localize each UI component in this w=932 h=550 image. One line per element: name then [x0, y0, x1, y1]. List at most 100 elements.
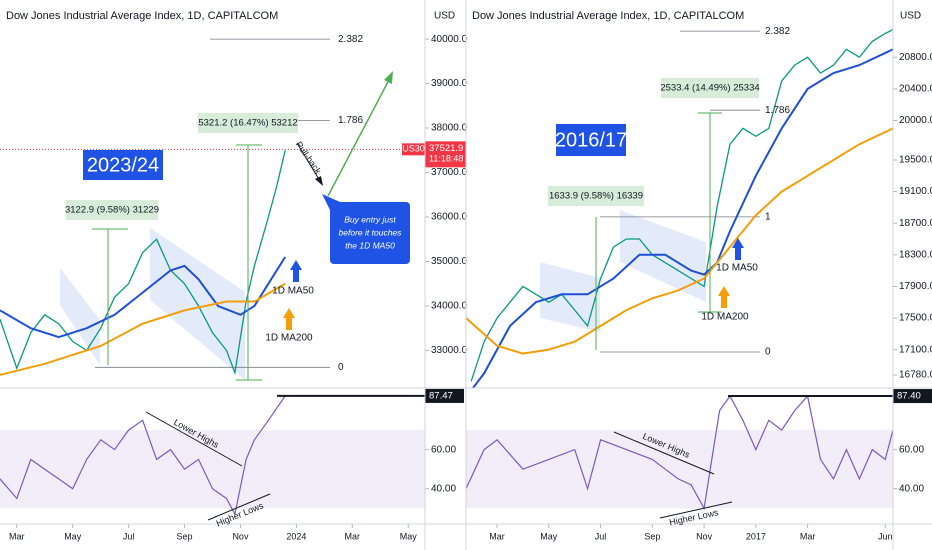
rsi-band [0, 430, 425, 509]
ma-line [0, 282, 286, 376]
x-tick-label: Mar [345, 531, 361, 541]
chart-title: Dow Jones Industrial Average Index, 1D, … [472, 10, 744, 22]
arrow-head [315, 176, 323, 186]
fib-label: 1 [765, 212, 771, 223]
y-tick-label: 17500.0 [899, 313, 932, 324]
trendline [613, 431, 715, 475]
callout-line: Buy entry just [344, 214, 396, 224]
y-tick-label: 19100.0 [899, 186, 932, 197]
rsi-line [0, 395, 286, 516]
rsi-pane [0, 395, 425, 516]
rsi-tick-label: 40.00 [431, 483, 456, 494]
ma-line [466, 127, 893, 355]
y-tick-label: 17100.0 [899, 344, 932, 355]
ma50-arrow [732, 238, 744, 260]
period-box [556, 124, 626, 156]
price-label: 37521.9 [429, 143, 463, 154]
x-tick-label: Jul [123, 531, 135, 541]
callout-line: the 1D MA50 [345, 240, 395, 250]
measure-box [548, 186, 644, 206]
period-label: 2016/17 [555, 129, 627, 151]
pullback-label: Pull-back [294, 140, 324, 176]
y-tick-label: 33000.0 [431, 345, 468, 356]
x-tick-label: May [64, 531, 82, 541]
flag-channel [540, 262, 600, 332]
x-tick-label: Jul [595, 531, 607, 541]
symbol-label: US30 [402, 144, 425, 154]
period-label: 2023/24 [87, 154, 159, 176]
callout-pointer [322, 194, 340, 210]
y-tick-label: 20400.0 [899, 83, 932, 94]
y-tick-label: 18700.0 [899, 218, 932, 229]
y-tick-label: 17900.0 [899, 281, 932, 292]
ma-line [0, 256, 287, 339]
x-tick-label: May [540, 531, 558, 541]
price-pane [0, 38, 330, 376]
pullback-arrow [296, 142, 321, 182]
y-tick-label: 16780.0 [899, 370, 932, 381]
ma50-label: 1D MA50 [272, 286, 314, 297]
x-tick-label: 2017 [746, 531, 766, 541]
ma200-label: 1D MA200 [701, 312, 749, 323]
rsi-pane [466, 394, 893, 511]
fib-label: 1.786 [338, 115, 363, 126]
y-tick-label: 34000.0 [431, 301, 468, 312]
rsi-level-box [893, 389, 932, 404]
rsi-band [466, 430, 893, 509]
x-tick-label: Mar [489, 531, 505, 541]
fib-label: 0 [338, 362, 344, 373]
chart-title: Dow Jones Industrial Average Index, 1D, … [6, 10, 278, 22]
rsi-tick-label: 60.00 [899, 444, 924, 455]
y-tick-label: 20800.0 [899, 52, 932, 63]
x-tick-label: Mar [9, 531, 25, 541]
y-tick-label: 40000.0 [431, 34, 468, 45]
trendline [145, 411, 243, 467]
currency: USD [434, 11, 455, 22]
measure-arrows [92, 112, 722, 381]
ma50-arrow [290, 260, 302, 282]
x-tick-label: Mar [800, 531, 816, 541]
measure-box [66, 200, 158, 220]
trendline [207, 493, 271, 521]
x-tick-label: May [400, 531, 418, 541]
fib-label: 2.382 [338, 34, 363, 45]
y-tick-label: 18300.0 [899, 249, 932, 260]
x-tick-label: 2024 [286, 531, 306, 541]
y-tick-label: 38000.0 [431, 123, 468, 134]
rsi-level-label: 87.47 [429, 390, 453, 401]
x-tick-label: Jun [878, 531, 893, 541]
x-tick-label: Sep [177, 531, 193, 541]
rsi-level-label: 87.40 [897, 391, 921, 402]
trendline [659, 501, 733, 519]
measure-label: 3122.9 (9.58%) 31229 [65, 205, 159, 216]
rsi-trendlines [145, 411, 733, 521]
x-tick-label: Nov [232, 531, 249, 541]
y-tick-label: 20000.0 [899, 115, 932, 126]
y-tick-label: 37000.0 [431, 167, 468, 178]
chart-layer: 40000.0 39000.0 38000.0 37000.0 36000.0 35000… [0, 26, 932, 541]
rsi-level-box [425, 388, 464, 403]
callout-line: before it touches [339, 227, 403, 237]
countdown-label: 11:18:48 [429, 154, 463, 164]
flag-channel [60, 268, 100, 365]
measure-label: 5321.2 (16.47%) 53212 [198, 118, 297, 129]
ma200-arrow [283, 308, 295, 330]
ma200-label: 1D MA200 [265, 333, 313, 344]
rsi-tick-label: 60.00 [431, 444, 456, 455]
arrow-head [384, 71, 393, 84]
currency: USD [900, 11, 921, 22]
ma50-label: 1D MA50 [716, 263, 758, 274]
period-box [83, 150, 163, 180]
fib-label: 2.382 [765, 26, 790, 37]
callout-box [330, 202, 410, 264]
target-arrow [327, 77, 391, 197]
price-pane [466, 29, 893, 388]
y-tick-label: 19500.0 [899, 155, 932, 166]
price-box [425, 141, 466, 168]
y-tick-label: 39000.0 [431, 78, 468, 89]
y-tick-label: 35000.0 [431, 256, 468, 267]
rsi-line [466, 394, 893, 511]
x-tick-label: Sep [644, 531, 660, 541]
